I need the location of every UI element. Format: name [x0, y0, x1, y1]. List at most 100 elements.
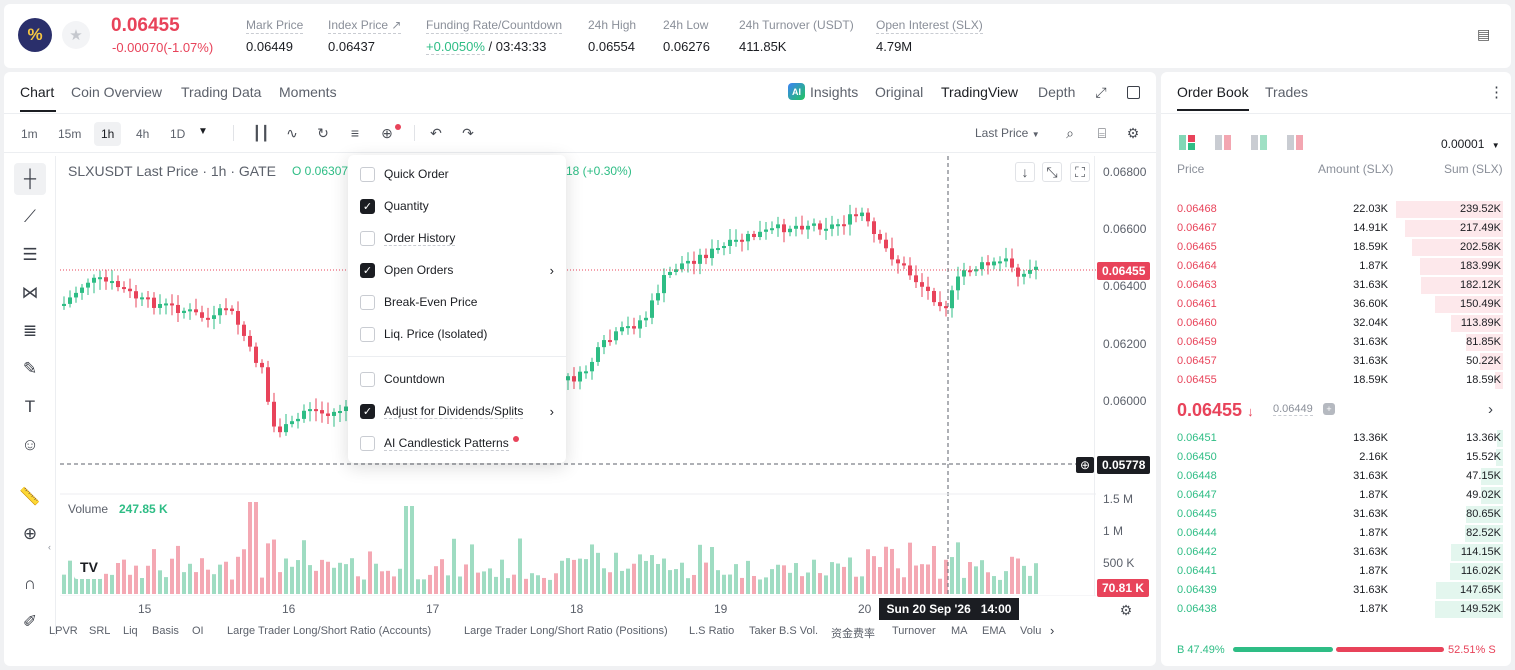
fib-icon[interactable]: ≣ [22, 321, 38, 340]
view-depth-icon[interactable] [1287, 135, 1303, 150]
menu-item-liq-price[interactable]: Liq. Price (Isolated) [360, 322, 487, 346]
checkbox-checked[interactable]: ✓ [360, 262, 375, 278]
menu-item-ai-patterns[interactable]: AI Candlestick Patterns [360, 431, 519, 455]
timeframe-1m[interactable]: 1m [21, 127, 38, 141]
bid-row[interactable]: 0.06448 31.63K 47.15K [1161, 467, 1511, 486]
expand-icon[interactable]: ⤢ [1095, 83, 1107, 100]
view-depth[interactable]: Depth [1038, 84, 1076, 100]
checkbox[interactable] [360, 371, 375, 387]
indicator-ema[interactable]: EMA [982, 625, 1006, 637]
candlestick-chart[interactable] [60, 156, 1096, 596]
checkbox[interactable] [360, 435, 375, 451]
chevron-right-icon[interactable]: › [1050, 623, 1055, 638]
indicator-oi[interactable]: OI [192, 625, 204, 637]
bid-row[interactable]: 0.06438 1.87K 149.52K [1161, 600, 1511, 619]
ask-row[interactable]: 0.06455 18.59K 18.59K [1161, 371, 1511, 390]
menu-item-quantity[interactable]: ✓ Quantity [360, 194, 429, 218]
view-insights[interactable]: Insights [810, 84, 859, 100]
menu-item-adjust-dividends[interactable]: ✓ Adjust for Dividends/Splits › [360, 399, 554, 423]
bid-row[interactable]: 0.06444 1.87K 82.52K [1161, 524, 1511, 543]
chevron-down-icon[interactable]: ▼ [198, 126, 208, 137]
ask-row[interactable]: 0.06460 32.04K 113.89K [1161, 314, 1511, 333]
checkbox[interactable] [360, 294, 375, 310]
checkbox-checked[interactable]: ✓ [360, 403, 375, 419]
ask-row[interactable]: 0.06457 31.63K 50.22K [1161, 352, 1511, 371]
bid-row[interactable]: 0.06445 31.63K 80.65K [1161, 505, 1511, 524]
menu-item-open-orders[interactable]: ✓ Open Orders › [360, 258, 554, 282]
checkbox[interactable] [360, 230, 375, 246]
window-icon[interactable] [1127, 86, 1140, 99]
tab-order-book[interactable]: Order Book [1177, 84, 1249, 100]
timeframe-15m[interactable]: 15m [58, 127, 82, 141]
price-source-select[interactable]: Last Price ▼ [975, 126, 1040, 140]
bid-row[interactable]: 0.06447 1.87K 49.02K [1161, 486, 1511, 505]
view-tradingview[interactable]: TradingView [941, 84, 1019, 100]
view-asks-icon[interactable] [1215, 135, 1231, 150]
gear-icon[interactable]: ⚙ [1119, 601, 1133, 618]
ask-row[interactable]: 0.06464 1.87K 183.99K [1161, 257, 1511, 276]
trendline-icon[interactable]: ⟋ [24, 207, 36, 226]
more-icon[interactable]: ⋮ [1489, 84, 1504, 101]
brush-icon[interactable]: ✎ [22, 359, 38, 378]
bid-row[interactable]: 0.06451 13.36K 13.36K [1161, 429, 1511, 448]
indicator-liq[interactable]: Liq [123, 625, 138, 637]
indicator-ma[interactable]: MA [951, 625, 968, 637]
bid-row[interactable]: 0.06441 1.87K 116.02K [1161, 562, 1511, 581]
indicator-volume[interactable]: Volu [1020, 625, 1042, 637]
indicators-icon[interactable]: ∿ [286, 124, 298, 141]
text-icon[interactable]: T [24, 397, 36, 416]
horizontal-lines-icon[interactable]: ☰ [22, 245, 38, 264]
ask-row[interactable]: 0.06461 36.60K 150.49K [1161, 295, 1511, 314]
emoji-icon[interactable]: ☺ [21, 435, 39, 454]
add-order-icon[interactable]: ⊕ [1076, 457, 1094, 473]
crosshair-icon[interactable]: ┼ [14, 163, 46, 195]
timeframe-1h[interactable]: 1h [94, 122, 122, 146]
tab-chart[interactable]: Chart [20, 84, 55, 100]
tab-coin-overview[interactable]: Coin Overview [71, 84, 163, 100]
bid-row[interactable]: 0.06450 2.16K 15.52K [1161, 448, 1511, 467]
fullscreen-icon[interactable]: ⛶ [1070, 162, 1090, 182]
timeframe-1d[interactable]: 1D [170, 127, 186, 141]
checkbox-checked[interactable]: ✓ [360, 198, 375, 214]
indicator-ls-ratio[interactable]: L.S Ratio [689, 625, 735, 637]
tab-trades[interactable]: Trades [1265, 84, 1309, 100]
timeframe-4h[interactable]: 4h [136, 127, 150, 141]
menu-item-countdown[interactable]: Countdown [360, 367, 445, 391]
view-both-icon[interactable] [1179, 135, 1195, 150]
indicator-taker-vol[interactable]: Taker B.S Vol. [749, 625, 819, 637]
checkbox[interactable] [360, 166, 375, 182]
ask-row[interactable]: 0.06463 31.63K 182.12K [1161, 276, 1511, 295]
gear-icon[interactable]: ⚙ [1126, 124, 1140, 141]
redo-icon[interactable]: ↷ [462, 124, 474, 141]
ask-row[interactable]: 0.06468 22.03K 239.52K [1161, 200, 1511, 219]
search-icon[interactable]: ⌕ [1066, 124, 1074, 141]
indicator-lpvr[interactable]: LPVR [49, 625, 78, 637]
view-bids-icon[interactable] [1251, 135, 1267, 150]
pencil-lock-icon[interactable]: ✐ [22, 612, 38, 631]
ask-row[interactable]: 0.06459 31.63K 81.85K [1161, 333, 1511, 352]
indicator-turnover[interactable]: Turnover [892, 625, 936, 637]
indicator-basis[interactable]: Basis [152, 625, 179, 637]
menu-item-quick-order[interactable]: Quick Order [360, 162, 449, 186]
arrow-down-icon[interactable]: ↓ [1015, 162, 1035, 182]
ask-row[interactable]: 0.06465 18.59K 202.58K [1161, 238, 1511, 257]
ask-row[interactable]: 0.06467 14.91K 217.49K [1161, 219, 1511, 238]
stat-index-price[interactable]: Index Price ↗ 0.06437 [328, 18, 402, 54]
favorite-star-icon[interactable]: ★ [62, 21, 90, 49]
pattern-icon[interactable]: ⋈ [21, 283, 39, 302]
camera-icon[interactable]: ⌸ [1097, 124, 1107, 141]
checkbox[interactable] [360, 326, 375, 342]
refresh-icon[interactable]: ↻ [317, 124, 329, 141]
collapse-toolbar-icon[interactable]: ‹ [48, 542, 51, 552]
tab-trading-data[interactable]: Trading Data [181, 84, 262, 100]
collapse-icon[interactable]: ⤡ [1042, 162, 1062, 182]
precision-select[interactable]: 0.00001 ▼ [1441, 137, 1500, 151]
ruler-icon[interactable]: 📏 [19, 487, 41, 506]
book-icon[interactable]: ▤ [1477, 26, 1491, 42]
zoom-in-icon[interactable]: ⊕ [22, 524, 38, 543]
indicator-lt-positions[interactable]: Large Trader Long/Short Ratio (Positions… [464, 625, 668, 637]
templates-icon[interactable]: ≡ [350, 125, 360, 141]
indicator-lt-accounts[interactable]: Large Trader Long/Short Ratio (Accounts) [227, 625, 432, 637]
bid-row[interactable]: 0.06442 31.63K 114.15K [1161, 543, 1511, 562]
bid-row[interactable]: 0.06439 31.63K 147.65K [1161, 581, 1511, 600]
